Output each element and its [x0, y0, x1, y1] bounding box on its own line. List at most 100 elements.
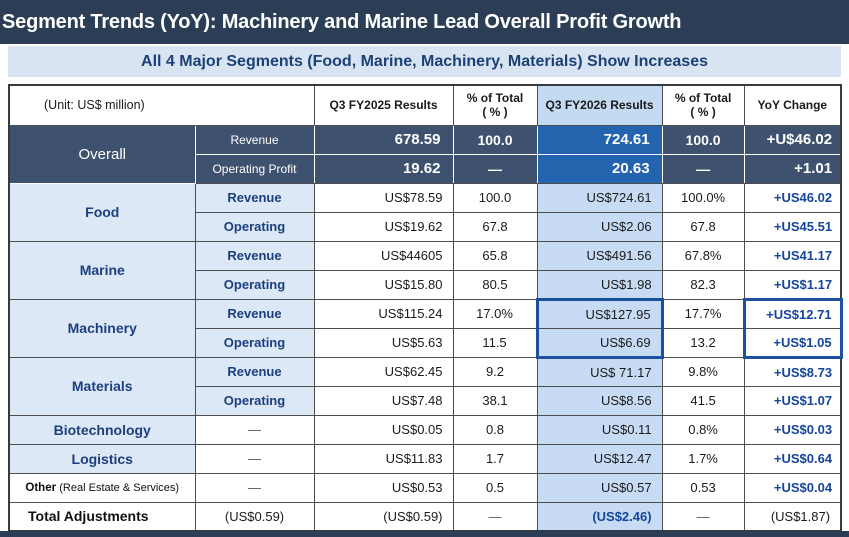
- table-row-machinery-operating: Operating US$5.63 11.5 US$6.69 13.2 +US$…: [9, 327, 843, 359]
- value-cell: 38.1: [452, 385, 538, 416]
- value-cell-highlighted: US$6.69: [535, 327, 664, 359]
- table-row-overall-revenue: Overall Revenue 678.59 100.0 724.61 100.…: [8, 124, 842, 184]
- table-row-marine-revenue: Marine Revenue US$44605 65.8 US$491.56 6…: [8, 240, 842, 300]
- slide-title: Segment Trends (YoY): Machinery and Mari…: [0, 0, 849, 44]
- table-row-logistics: Logistics — US$11.83 1.7 US$12.47 1.7% +…: [8, 443, 842, 474]
- value-cell: 13.2: [661, 327, 745, 358]
- row-sub-label: Revenue: [194, 356, 315, 387]
- value-cell: (US$1.87): [743, 501, 842, 532]
- row-sub-label: Operating: [194, 211, 315, 242]
- value-cell: US$15.80: [313, 269, 454, 300]
- value-cell: 19.62: [313, 153, 454, 184]
- value-cell: —: [661, 153, 745, 184]
- other-label-main: Other: [25, 481, 57, 494]
- segment-label-other: Other (Real Estate & Services): [8, 472, 196, 503]
- table-row-total-adjustments: Total Adjustments (US$0.59) (US$0.59) — …: [8, 501, 842, 532]
- value-cell: 0.8: [452, 414, 538, 445]
- yoy-cell-highlighted: +US$1.05: [742, 327, 843, 359]
- value-cell: US$2.06: [536, 211, 663, 242]
- yoy-cell: +1.01: [743, 153, 842, 184]
- value-cell: 67.8%: [661, 240, 745, 271]
- value-cell: 1.7: [452, 443, 538, 474]
- value-cell: US$0.05: [313, 414, 454, 445]
- yoy-cell-highlighted: +US$12.71: [742, 297, 843, 329]
- segment-results-table: (Unit: US$ million) Q3 FY2025 Results % …: [8, 84, 843, 532]
- value-cell: US$5.63: [313, 327, 454, 358]
- value-cell: 100.0%: [661, 182, 745, 213]
- yoy-cell: +US$8.73: [743, 356, 842, 387]
- value-cell: 678.59: [313, 124, 454, 155]
- yoy-cell: +US$1.07: [743, 385, 842, 416]
- segment-label-marine: Marine: [8, 240, 196, 300]
- value-cell: 0.53: [661, 472, 745, 503]
- row-sub-label: Operating: [194, 269, 315, 300]
- value-cell: US$12.47: [536, 443, 663, 474]
- yoy-cell: +US46.02: [743, 182, 842, 213]
- value-cell: US$19.62: [313, 211, 454, 242]
- table-row-machinery-revenue: Machinery Revenue US$115.24 17.0% US$127…: [8, 297, 843, 358]
- segment-label-machinery: Machinery: [8, 298, 196, 358]
- column-header-pct-of-total-1: % of Total ( % ): [452, 84, 538, 126]
- value-cell: 100.0: [661, 124, 745, 155]
- row-sub-label: Operating Profit: [194, 153, 315, 184]
- yoy-cell: +US45.51: [743, 211, 842, 242]
- value-cell: 67.8: [452, 211, 538, 242]
- value-cell: US$0.11: [536, 414, 663, 445]
- value-cell-highlighted: US$127.95: [535, 297, 664, 329]
- column-header-yoy-change: YoY Change: [743, 84, 842, 126]
- yoy-cell: +U$46.02: [743, 124, 842, 155]
- value-cell: (US$0.59): [194, 501, 315, 532]
- other-label-paren: (Real Estate & Services): [59, 481, 180, 494]
- value-cell: US$491.56: [536, 240, 663, 271]
- value-cell: 80.5: [452, 269, 538, 300]
- value-cell: US$62.45: [313, 356, 454, 387]
- value-cell: —: [452, 153, 538, 184]
- value-cell: 11.5: [452, 327, 538, 358]
- yoy-cell: +US$1.17: [743, 269, 842, 300]
- column-header-fy2025: Q3 FY2025 Results: [313, 84, 454, 126]
- yoy-cell: +US$0.03: [743, 414, 842, 445]
- segment-label-overall: Overall: [8, 124, 196, 184]
- value-cell: 9.8%: [661, 356, 745, 387]
- empty-dash-cell: —: [452, 501, 538, 532]
- value-cell: US$ 71.17: [536, 356, 663, 387]
- segment-label-materials: Materials: [8, 356, 196, 416]
- row-sub-label: Operating: [194, 327, 315, 358]
- pct-of-total-line2: ( % ): [690, 105, 716, 120]
- table-row-other: Other (Real Estate & Services) — US$0.53…: [8, 472, 842, 503]
- value-cell: 17.0%: [452, 298, 538, 329]
- value-cell: US$78.59: [313, 182, 454, 213]
- yoy-cell: +US$0.64: [743, 443, 842, 474]
- row-sub-label: Revenue: [194, 182, 315, 213]
- value-cell: 20.63: [536, 153, 663, 184]
- empty-dash-cell: —: [194, 414, 315, 445]
- value-cell: 17.7%: [661, 298, 745, 329]
- row-sub-label: Operating: [194, 385, 315, 416]
- empty-dash-cell: —: [194, 443, 315, 474]
- value-cell: 100.0: [452, 182, 538, 213]
- value-cell: US$44605: [313, 240, 454, 271]
- yoy-cell: +US$0.04: [743, 472, 842, 503]
- value-cell: 82.3: [661, 269, 745, 300]
- table-row-food-revenue: Food Revenue US$78.59 100.0 US$724.61 10…: [8, 182, 842, 242]
- segment-label-food: Food: [8, 182, 196, 242]
- segment-label-logistics: Logistics: [8, 443, 196, 474]
- value-cell: US$11.83: [313, 443, 454, 474]
- segment-label-biotechnology: Biotechnology: [8, 414, 196, 445]
- value-cell: 724.61: [536, 124, 663, 155]
- table-row-overall-operating-profit: Operating Profit 19.62 — 20.63 — +1.01: [9, 153, 842, 184]
- table-row-marine-operating: Operating US$15.80 80.5 US$1.98 82.3 +US…: [9, 269, 842, 300]
- value-cell: US$1.98: [536, 269, 663, 300]
- bottom-accent-strip: [0, 531, 849, 537]
- pct-of-total-line1: % of Total: [466, 90, 524, 105]
- unit-label: (Unit: US$ million): [8, 84, 315, 126]
- table-header-row: (Unit: US$ million) Q3 FY2025 Results % …: [8, 84, 842, 126]
- column-header-pct-of-total-2: % of Total ( % ): [661, 84, 745, 126]
- table-row-food-operating: Operating US$19.62 67.8 US$2.06 67.8 +US…: [9, 211, 842, 242]
- value-cell: US$8.56: [536, 385, 663, 416]
- value-cell: 67.8: [661, 211, 745, 242]
- value-cell: US$115.24: [313, 298, 454, 329]
- value-cell: 0.8%: [661, 414, 745, 445]
- value-cell: 9.2: [452, 356, 538, 387]
